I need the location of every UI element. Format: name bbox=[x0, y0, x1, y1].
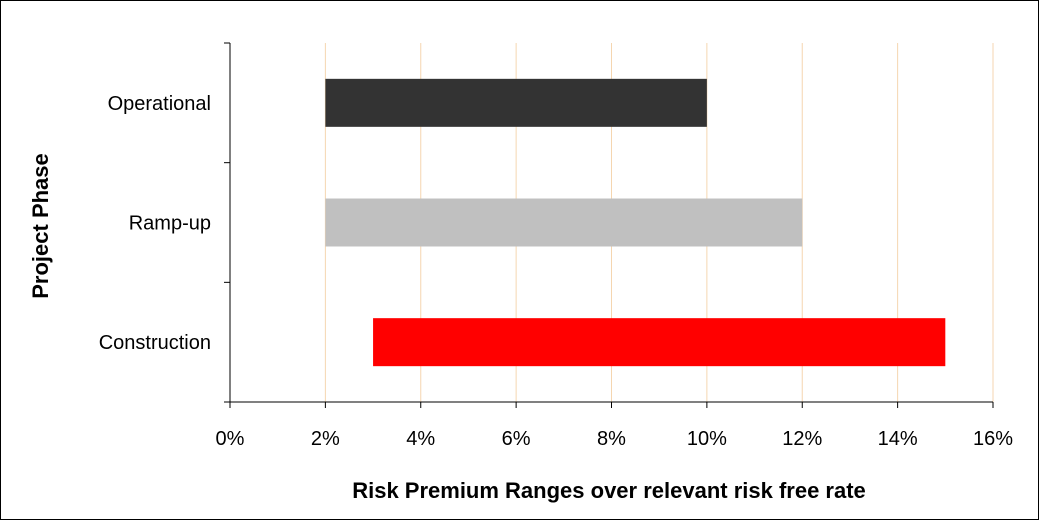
range-bar-construction bbox=[373, 318, 946, 367]
x-tick-label-12pct: 12% bbox=[782, 428, 822, 450]
x-tick-label-0pct: 0% bbox=[216, 428, 245, 450]
x-tick-label-16pct: 16% bbox=[973, 428, 1013, 450]
range-bar-ramp-up bbox=[325, 198, 803, 247]
category-label-operational: Operational bbox=[108, 93, 211, 115]
category-label-ramp-up: Ramp-up bbox=[129, 213, 211, 235]
x-tick-labels: 0% 2% 4% 6% 8% 10% 12% 14% 16% bbox=[216, 428, 1014, 450]
x-tick-label-6pct: 6% bbox=[502, 428, 531, 450]
x-tick-label-2pct: 2% bbox=[311, 428, 340, 450]
axes bbox=[224, 42, 994, 408]
category-label-construction: Construction bbox=[99, 332, 211, 354]
category-labels: Operational Ramp-up Construction bbox=[99, 93, 211, 354]
x-tick-label-14pct: 14% bbox=[878, 428, 918, 450]
range-bars bbox=[325, 78, 946, 367]
range-bar-operational bbox=[325, 78, 707, 127]
x-axis-title: Risk Premium Ranges over relevant risk f… bbox=[352, 478, 866, 503]
y-axis-title: Project Phase bbox=[28, 153, 53, 299]
x-tick-label-4pct: 4% bbox=[406, 428, 435, 450]
x-tick-label-8pct: 8% bbox=[597, 428, 626, 450]
x-tick-label-10pct: 10% bbox=[687, 428, 727, 450]
